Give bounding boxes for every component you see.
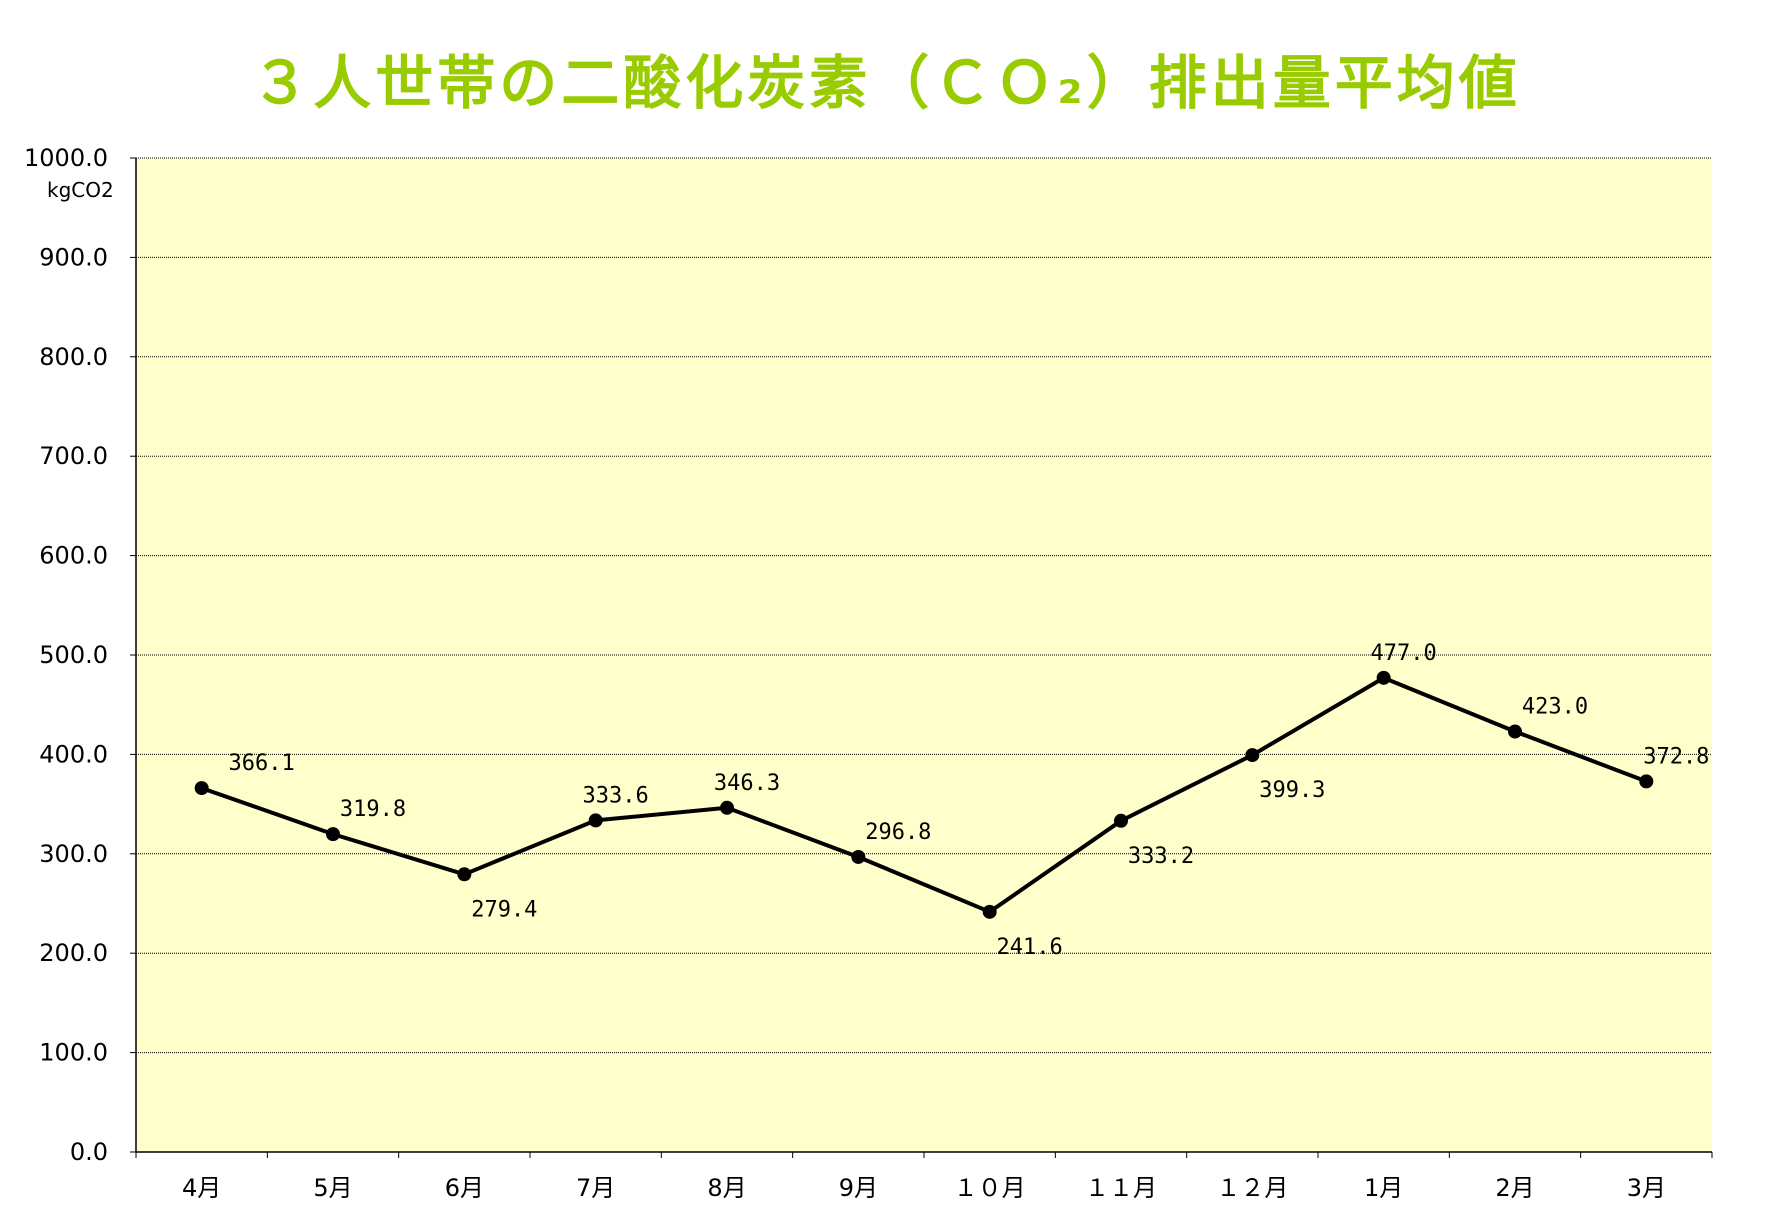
x-tick-label: 9月 (839, 1174, 878, 1202)
data-point (1376, 670, 1391, 685)
data-point (720, 800, 734, 815)
x-tick-label: １０月 (954, 1174, 1026, 1202)
y-axis: 0.0 100.0 200.0 300.0 400.0 500.0 600.0 700.0 80… (24, 144, 137, 1166)
x-tick-label: 2月 (1495, 1174, 1534, 1202)
data-label: 399.3 (1259, 778, 1325, 803)
data-point (982, 904, 997, 919)
y-tick-label: 0.0 (70, 1138, 108, 1166)
x-axis: 4月 5月 6月 7月 8月 9月 １０月 １１月 １２月 1月 2月 3月 (135, 1151, 1713, 1202)
series-layer (194, 670, 1654, 919)
x-tick-label: １１月 (1085, 1174, 1157, 1202)
data-labels: 366.1 319.8 279.4 333.6 346.3 296.8 241.6 333.2… (229, 641, 1710, 960)
gridlines (136, 157, 1712, 1054)
y-tick-label: 500.0 (39, 641, 108, 669)
x-tick-label: 1月 (1364, 1174, 1403, 1202)
data-point (1245, 748, 1260, 763)
y-axis-unit-label: kgCO2 (47, 178, 114, 202)
y-tick-label: 600.0 (39, 542, 108, 570)
y-tick-label: 400.0 (39, 740, 108, 768)
data-label: 333.6 (583, 783, 649, 808)
data-label: 366.1 (229, 751, 295, 776)
y-tick-label: 300.0 (39, 840, 108, 868)
y-tick-label: 900.0 (39, 243, 108, 271)
data-point (1508, 724, 1522, 739)
x-tick-label: 3月 (1627, 1174, 1666, 1202)
y-tick-label: 200.0 (39, 939, 108, 967)
x-tick-label: 8月 (707, 1174, 746, 1202)
data-point (326, 827, 340, 842)
chart-title: ３人世帯の二酸化炭素（ＣＯ₂）排出量平均値 (251, 49, 1521, 117)
y-tick-label: 700.0 (39, 442, 108, 470)
x-tick-label: 6月 (445, 1174, 484, 1202)
x-tick-label: 7月 (576, 1174, 615, 1202)
data-label: 333.2 (1128, 844, 1194, 869)
data-label: 296.8 (865, 820, 931, 845)
data-point (1114, 813, 1128, 828)
data-label: 346.3 (714, 771, 780, 796)
data-label: 279.4 (471, 897, 537, 922)
data-point (1639, 774, 1654, 789)
data-label: 372.8 (1643, 744, 1709, 769)
x-tick-label: １２月 (1216, 1174, 1288, 1202)
series-line (201, 675, 1648, 914)
data-point (851, 849, 866, 864)
data-point (588, 813, 603, 828)
x-tick-label: 5月 (313, 1174, 352, 1202)
data-label: 477.0 (1371, 641, 1437, 666)
data-point (194, 781, 209, 796)
y-tick-label: 100.0 (39, 1039, 108, 1067)
data-point (457, 867, 472, 882)
x-tick-label: 4月 (182, 1174, 221, 1202)
data-label: 319.8 (340, 797, 406, 822)
data-label: 241.6 (997, 935, 1063, 960)
y-tick-label: 1000.0 (24, 144, 108, 172)
y-tick-label: 800.0 (39, 343, 108, 371)
data-label: 423.0 (1522, 695, 1588, 720)
